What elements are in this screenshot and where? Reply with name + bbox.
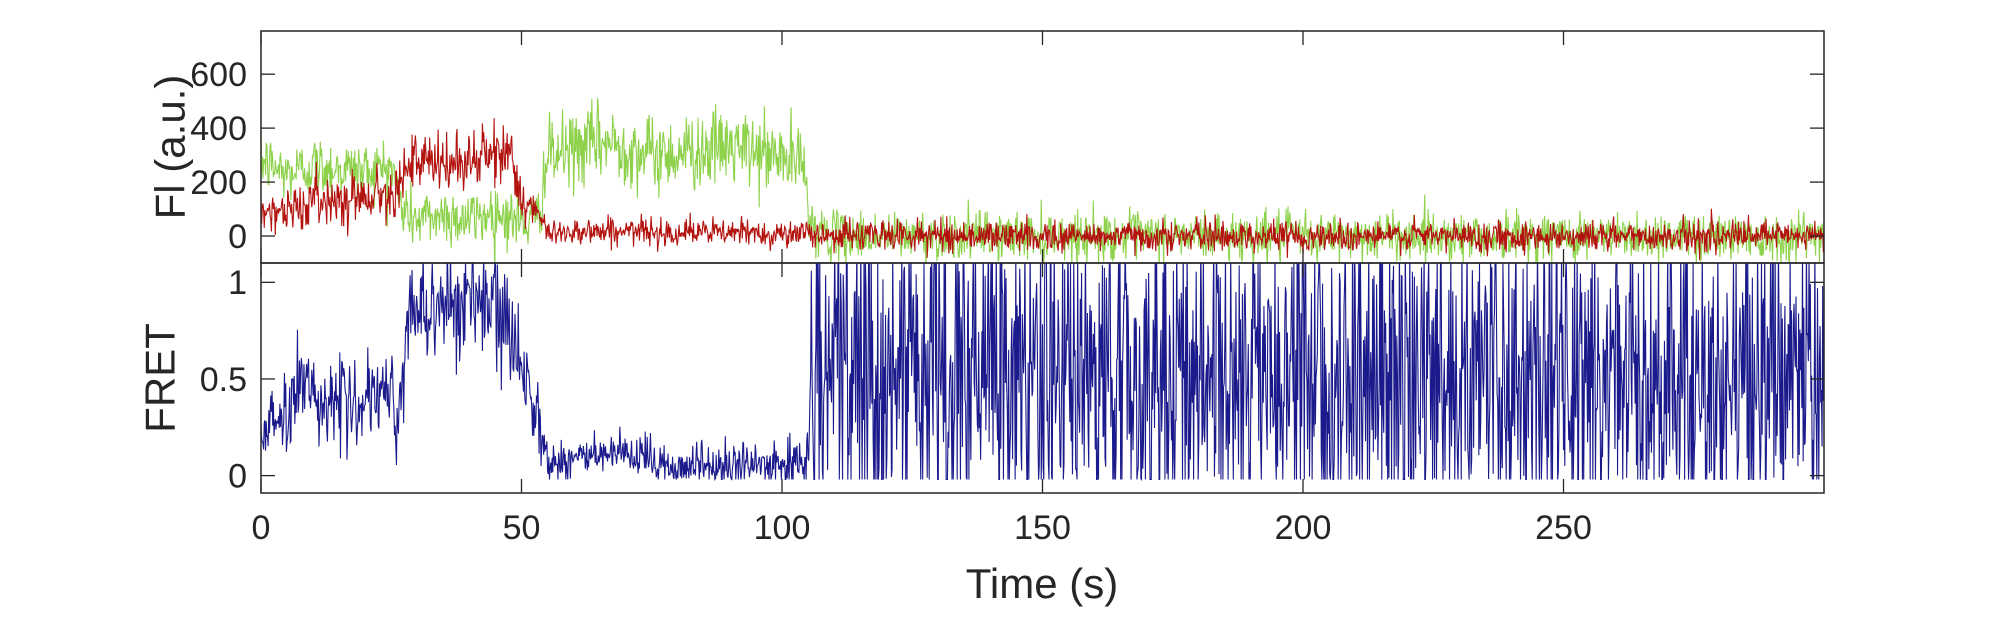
fret-series-1-line <box>261 263 1824 482</box>
fret-plot-frame-border <box>260 262 1825 494</box>
fluorescence-series-2-line <box>261 118 1824 261</box>
y-tick-label: 400 <box>190 110 247 148</box>
x-tick-label: 100 <box>754 509 811 547</box>
fluorescence-series-group <box>261 98 1824 263</box>
fluorescence-y-ticks: 0 200 400 600 <box>190 56 1824 256</box>
x-tick-label: 50 <box>503 509 541 547</box>
x-tick-label: 150 <box>1014 509 1071 547</box>
fluorescence-panel: 0 200 400 600 Fl (a.u.) <box>147 30 1825 264</box>
y-tick-label: 600 <box>190 56 247 94</box>
fluorescence-y-axis-label: Fl (a.u.) <box>147 75 194 220</box>
fret-panel: 00.51 0 50 100 150 200 250 FRET Time (s) <box>137 262 1825 607</box>
fret-y-ticks: 00.51 <box>200 264 1824 496</box>
fret-y-axis-label: FRET <box>137 323 184 433</box>
x-tick-label: 0 <box>252 509 271 547</box>
x-tick-label: 250 <box>1535 509 1592 547</box>
x-axis-label: Time (s) <box>966 560 1118 607</box>
y-tick-label: 200 <box>190 164 247 202</box>
x-tick-label: 200 <box>1275 509 1332 547</box>
fluorescence-series-1-line <box>261 98 1824 263</box>
y-tick-label: 1 <box>228 264 247 302</box>
y-tick-label: 0 <box>228 218 247 256</box>
y-tick-label: 0 <box>228 458 247 496</box>
y-tick-label: 0.5 <box>200 361 247 399</box>
fret-x-ticks: 0 50 100 150 200 250 <box>252 263 1592 547</box>
fret-series-group <box>261 263 1824 482</box>
